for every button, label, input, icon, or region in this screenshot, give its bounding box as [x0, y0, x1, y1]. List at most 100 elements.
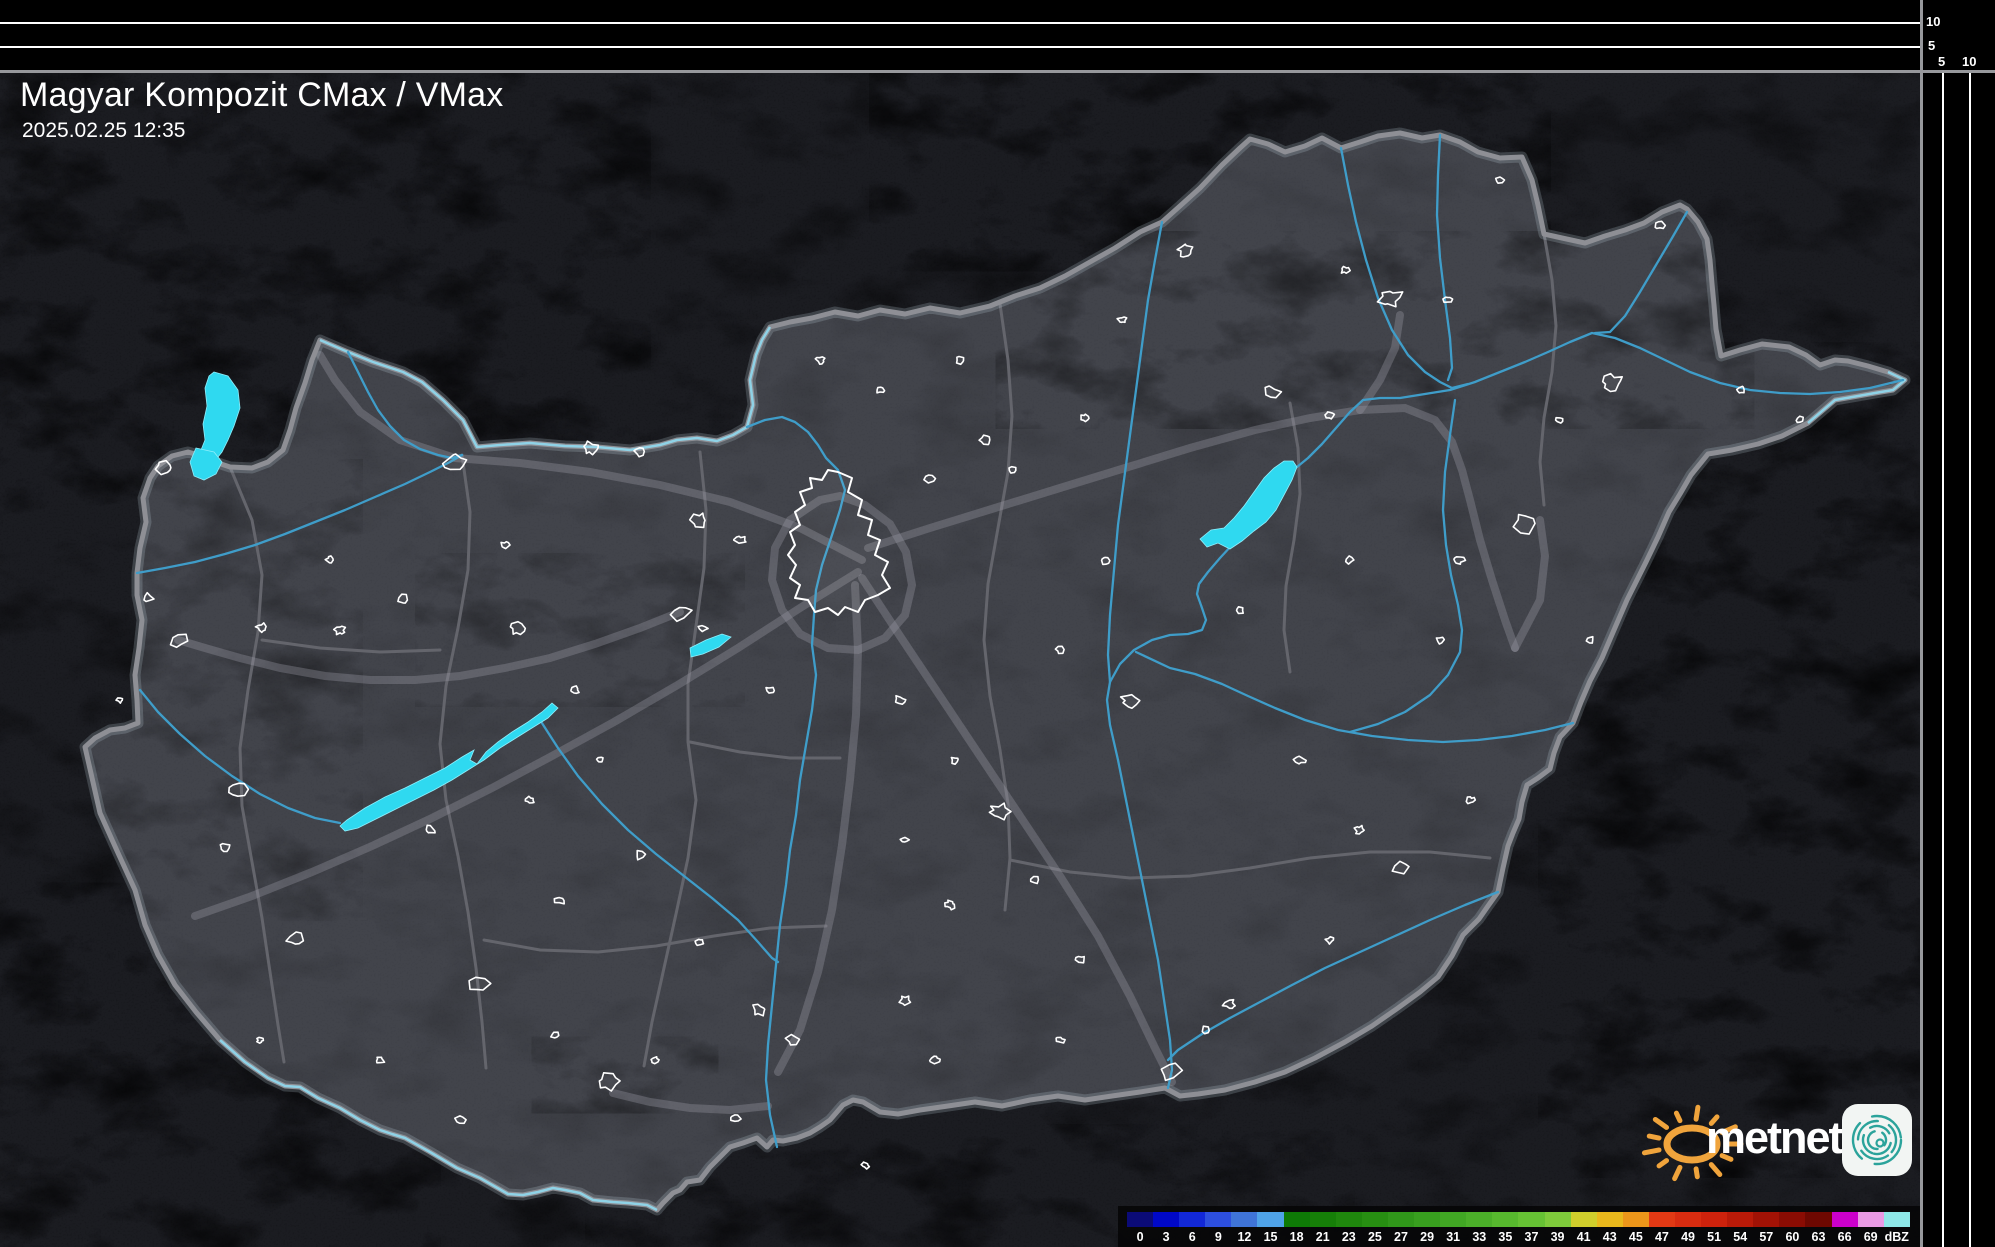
- city-outline: [509, 620, 527, 636]
- dbz-label-29: 29: [1420, 1230, 1435, 1244]
- dbz-swatch-33: [1466, 1212, 1493, 1227]
- river: [1295, 331, 1905, 469]
- lake: [1199, 460, 1298, 550]
- dbz-label-47: 47: [1654, 1230, 1669, 1244]
- city-outline: [928, 1055, 941, 1065]
- city-outline: [1176, 243, 1194, 258]
- dbz-label-54: 54: [1733, 1230, 1748, 1244]
- city-outline: [454, 1115, 467, 1125]
- road: [864, 403, 1519, 652]
- dbz-label-49: 49: [1681, 1230, 1695, 1244]
- metnet-logo: metnet: [1640, 1098, 1924, 1184]
- city-outline: [1340, 265, 1351, 274]
- city-outline: [899, 836, 911, 843]
- city-outline: [636, 849, 647, 861]
- city-outline: [1344, 555, 1355, 565]
- dbz-label-31: 31: [1446, 1230, 1461, 1244]
- dbz-swatch-dBZ: [1883, 1212, 1910, 1227]
- city-outline: [1292, 755, 1307, 765]
- dbz-label-66: 66: [1837, 1230, 1852, 1244]
- city-outline: [425, 824, 436, 834]
- dbz-swatch-57: [1753, 1212, 1780, 1227]
- road: [609, 1089, 772, 1115]
- city-outline: [441, 453, 468, 471]
- dbz-label-12: 12: [1237, 1230, 1252, 1244]
- dbz-swatch-18: [1283, 1212, 1310, 1227]
- river: [346, 350, 464, 460]
- city-outline: [1512, 513, 1536, 535]
- city-outline: [500, 540, 511, 550]
- city-outline: [256, 1036, 265, 1044]
- dbz-label-6: 6: [1188, 1230, 1196, 1244]
- city-outline: [1465, 796, 1477, 805]
- border-river: [219, 1039, 658, 1212]
- city-outline: [324, 555, 334, 564]
- city-outline: [923, 474, 937, 484]
- road: [316, 351, 866, 564]
- city-outline: [1442, 296, 1454, 304]
- dbz-label-18: 18: [1289, 1230, 1304, 1244]
- city-outline: [688, 512, 706, 529]
- city-outline: [1654, 220, 1667, 230]
- city-outline: [752, 1003, 766, 1017]
- dbz-label-63: 63: [1811, 1230, 1826, 1244]
- city-outline: [1235, 606, 1244, 615]
- city-outline: [1585, 635, 1594, 644]
- city-outline: [730, 1114, 742, 1123]
- city-outline: [595, 756, 604, 763]
- city-outline: [1391, 860, 1410, 875]
- city-outline: [1116, 316, 1128, 324]
- city-outline: [1376, 290, 1404, 308]
- dbz-scale-labels: 0 3 6 9 12 15 18 21 23 25 27 29 31 33 35 37 39 41 43 45 47 49…: [1127, 1230, 1910, 1244]
- city-outline: [944, 899, 956, 911]
- city-outline: [876, 386, 886, 394]
- dbz-label-45: 45: [1628, 1230, 1643, 1244]
- dbz-swatch-37: [1518, 1212, 1545, 1227]
- top-profile-scale-label-5: 5: [1928, 38, 1936, 53]
- city-outline: [332, 625, 347, 636]
- county-border: [1538, 232, 1558, 507]
- city-outline: [254, 622, 267, 634]
- city-outline: [650, 1056, 660, 1065]
- city-outline: [1735, 385, 1745, 394]
- river: [1339, 146, 1470, 390]
- dbz-swatch-25: [1361, 1212, 1388, 1227]
- city-outline: [1201, 1025, 1210, 1035]
- city-outline: [1494, 176, 1506, 184]
- river: [1435, 133, 1454, 382]
- dbz-swatch-9: [1205, 1212, 1232, 1227]
- dbz-label-35: 35: [1498, 1230, 1513, 1244]
- dbz-swatch-0: [1127, 1212, 1154, 1227]
- city-outline: [583, 440, 600, 456]
- city-outline: [694, 938, 705, 947]
- dbz-swatch-51: [1701, 1212, 1728, 1227]
- right-profile-scale-label-5: 5: [1938, 54, 1946, 69]
- dbz-color-swatches: [1127, 1212, 1910, 1227]
- dbz-swatch-27: [1387, 1212, 1415, 1227]
- dbz-label-3: 3: [1162, 1230, 1170, 1244]
- dbz-label-51: 51: [1707, 1230, 1722, 1244]
- top-profile-strip: [0, 0, 1995, 71]
- dbz-label-43: 43: [1602, 1230, 1617, 1244]
- city-outline: [894, 694, 907, 705]
- city-outline: [955, 355, 965, 366]
- dbz-swatch-12: [1231, 1212, 1258, 1227]
- dbz-swatch-6: [1179, 1212, 1206, 1227]
- dbz-swatch-15: [1257, 1212, 1284, 1227]
- road: [1511, 516, 1550, 652]
- county-border: [642, 450, 708, 1068]
- city-outline: [1453, 556, 1467, 565]
- lake: [189, 447, 223, 481]
- border-river: [745, 326, 772, 428]
- dbz-label-0: 0: [1136, 1230, 1144, 1244]
- dbz-swatch-69: [1857, 1212, 1884, 1227]
- dbz-swatch-43: [1596, 1212, 1623, 1227]
- river: [1348, 398, 1464, 734]
- city-outline: [765, 686, 776, 694]
- river: [138, 688, 342, 825]
- dbz-swatch-35: [1492, 1212, 1519, 1227]
- dbz-label-9: 9: [1214, 1230, 1222, 1244]
- dbz-swatch-66: [1831, 1212, 1858, 1227]
- city-outline: [1601, 372, 1623, 393]
